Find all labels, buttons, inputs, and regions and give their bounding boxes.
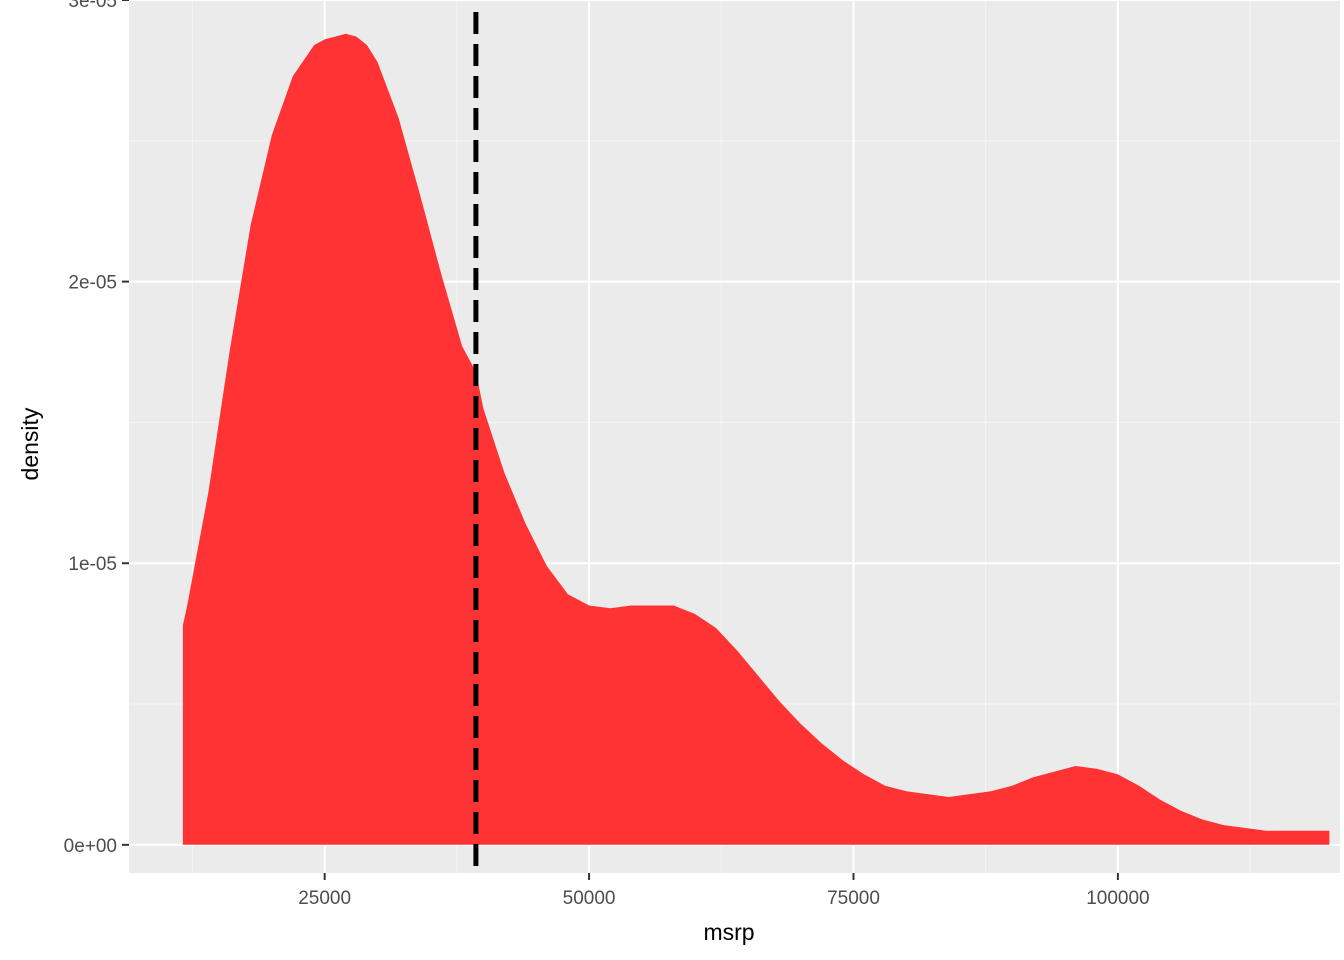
density-area bbox=[182, 33, 1330, 845]
y-tick-label: 0e+00 bbox=[64, 836, 117, 857]
y-tick-label: 1e-05 bbox=[68, 554, 117, 575]
y-axis-title: density bbox=[17, 407, 43, 480]
x-tick-label: 25000 bbox=[298, 888, 351, 909]
y-axis: 0e+00 1e-05 2e-05 3e-05 bbox=[64, 0, 129, 857]
x-tick-label: 100000 bbox=[1086, 888, 1149, 909]
x-tick-label: 50000 bbox=[563, 888, 616, 909]
y-tick-label: 2e-05 bbox=[68, 273, 117, 294]
x-axis: 25000 50000 75000 100000 bbox=[298, 873, 1150, 909]
x-axis-title: msrp bbox=[703, 919, 754, 945]
y-tick-label: 3e-05 bbox=[68, 0, 117, 12]
x-tick-label: 75000 bbox=[827, 888, 880, 909]
